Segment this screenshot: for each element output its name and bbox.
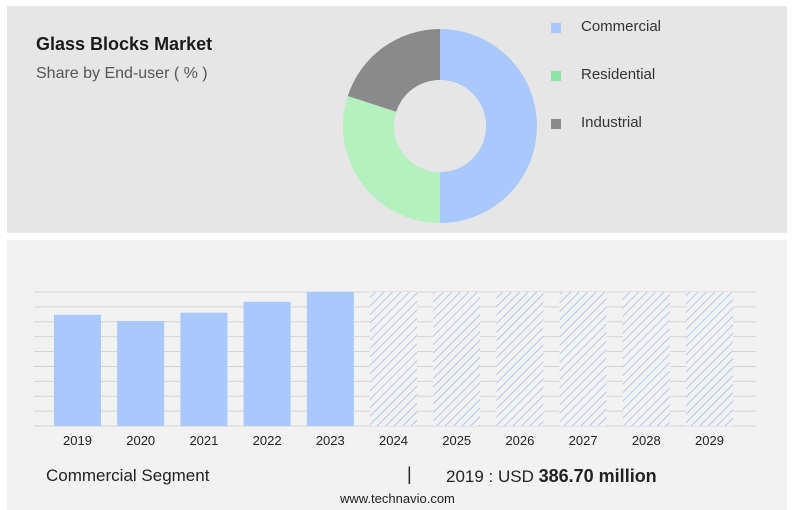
- donut-slice-commercial: [440, 29, 537, 223]
- segment-label: Commercial Segment: [46, 466, 210, 485]
- x-tick-label: 2029: [695, 433, 724, 448]
- segment-value-amount: 386.70 million: [538, 466, 657, 486]
- bar-2020: [117, 321, 165, 426]
- x-tick-label: 2019: [63, 433, 92, 448]
- segment-value-prefix: 2019 : USD: [446, 467, 534, 486]
- footer-separator: |: [407, 464, 412, 484]
- forecast-bar-2024: [370, 292, 417, 426]
- legend-label: Residential: [581, 66, 656, 83]
- chart-title: Glass Blocks Market: [36, 34, 213, 54]
- legend-swatch-commercial: [551, 23, 561, 33]
- x-tick-label: 2026: [505, 433, 534, 448]
- bar-2023: [306, 292, 354, 426]
- forecast-bar-2027: [559, 292, 607, 426]
- donut-slice-industrial: [347, 29, 440, 112]
- x-tick-label: 2024: [379, 433, 408, 448]
- x-tick-label: 2022: [253, 433, 282, 448]
- forecast-bar-2026: [496, 292, 544, 426]
- legend-swatch-industrial: [551, 119, 561, 129]
- chart-subtitle: Share by End-user ( % ): [36, 65, 208, 82]
- segment-value: 2019 : USD 386.70 million: [446, 466, 657, 487]
- donut-svg: [343, 29, 537, 223]
- forecast-bar-2028: [622, 292, 670, 426]
- bar-2019: [54, 314, 101, 426]
- x-tick-label: 2023: [316, 433, 345, 448]
- x-tick-label: 2021: [189, 433, 218, 448]
- x-tick-label: 2025: [442, 433, 471, 448]
- forecast-bar-2025: [433, 292, 481, 426]
- forecast-bar-2029: [686, 292, 733, 426]
- bar-chart: 2019 2020 2021 2022 2023 2024 2025 2026 2027 2028…: [34, 285, 764, 458]
- bar-2021: [180, 312, 228, 426]
- x-tick-label: 2027: [569, 433, 598, 448]
- legend-swatch-residential: [551, 71, 561, 81]
- donut-chart: [340, 26, 540, 226]
- legend-label: Commercial: [581, 18, 662, 35]
- legend-label: Industrial: [581, 114, 642, 131]
- donut-slice-residential: [343, 96, 440, 223]
- x-tick-label: 2020: [126, 433, 155, 448]
- site-url[interactable]: www.technavio.com: [340, 491, 455, 506]
- x-tick-label: 2028: [632, 433, 661, 448]
- donut-hole: [394, 80, 486, 172]
- bar-chart-svg: 2019 2020 2021 2022 2023 2024 2025 2026 2027 2028…: [34, 291, 756, 448]
- bar-2022: [243, 301, 291, 426]
